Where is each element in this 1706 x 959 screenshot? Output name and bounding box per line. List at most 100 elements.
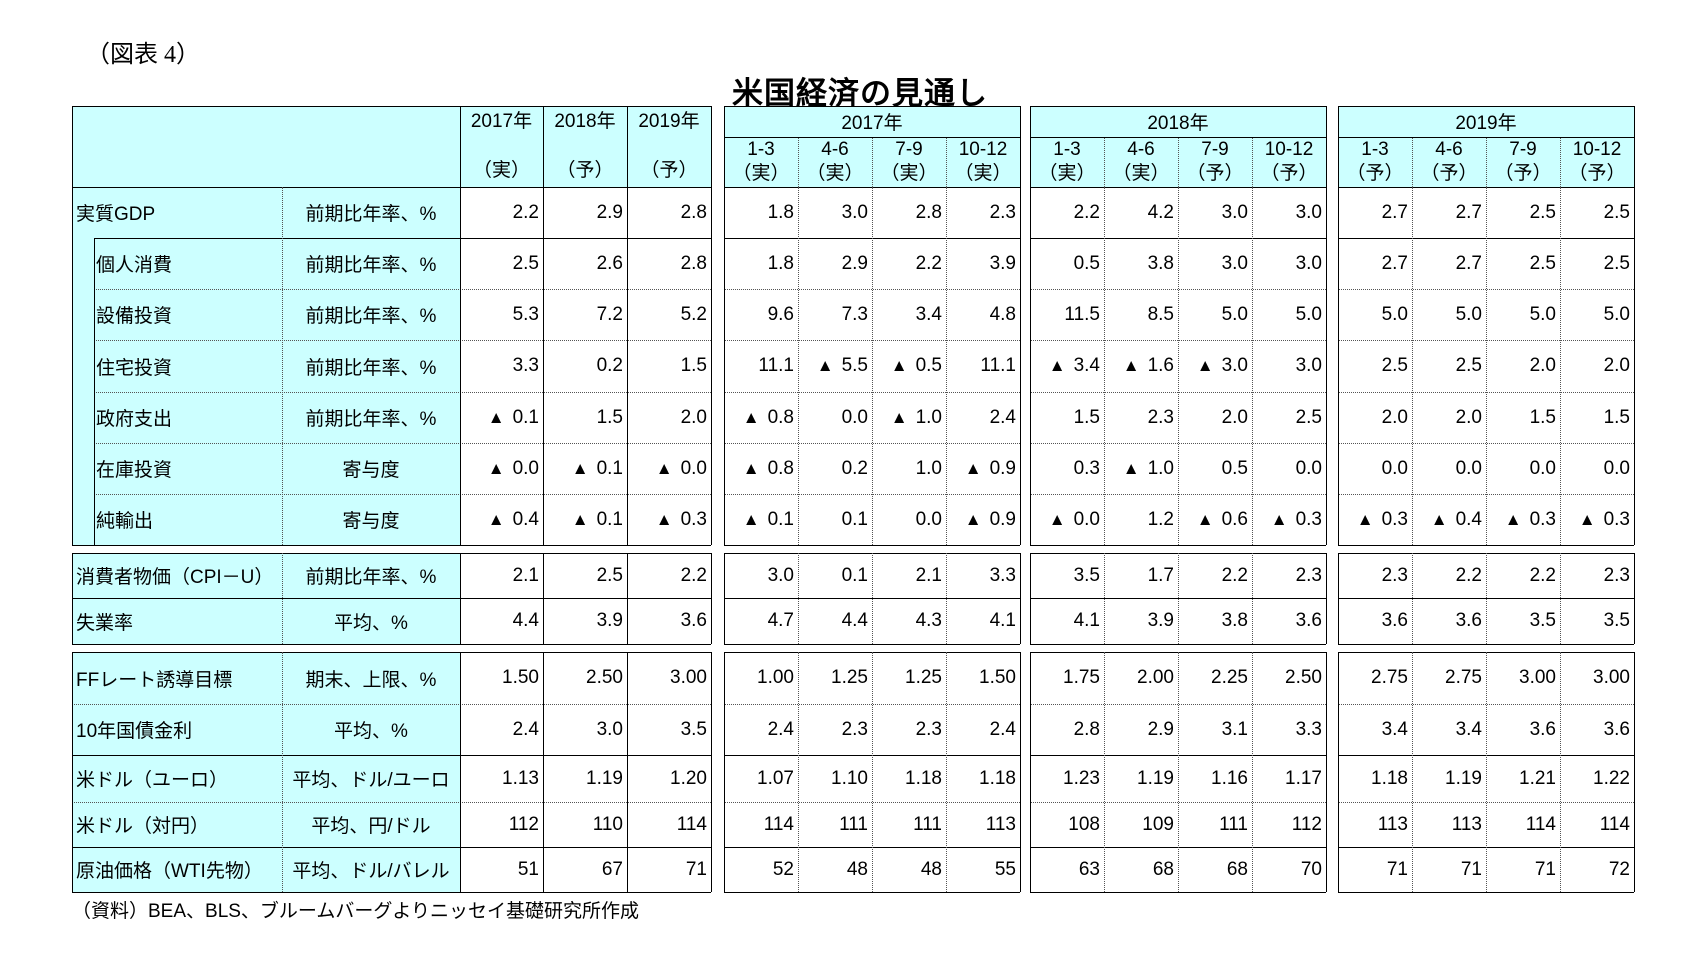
quarter-value: 2.5 <box>1412 340 1486 392</box>
cell-value: 0.5 <box>915 355 942 376</box>
negative-triangle-icon: ▲ <box>487 509 505 529</box>
column-rule <box>724 187 725 545</box>
column-rule <box>1104 553 1105 644</box>
quarter-value: 2.2 <box>1412 553 1486 598</box>
quarter-label: 4-6 <box>1435 139 1463 160</box>
quarter-value: 4.3 <box>872 598 946 644</box>
quarter-value: ▲ 1.0 <box>1104 443 1178 494</box>
quarter-value: 3.4 <box>1412 704 1486 755</box>
quarter-value: 55 <box>946 847 1020 892</box>
quarter-value: 1.5 <box>1486 392 1560 443</box>
column-rule <box>946 652 947 892</box>
column-rule <box>798 187 799 545</box>
quarter-value: 3.0 <box>724 553 798 598</box>
annual-value: 2.9 <box>543 187 627 238</box>
quarter-value: 2.5 <box>1560 238 1634 289</box>
quarter-value: 114 <box>724 802 798 847</box>
negative-triangle-icon: ▲ <box>1196 356 1214 375</box>
quarter-value: 1.21 <box>1486 755 1560 802</box>
column-rule <box>1030 652 1031 892</box>
row-rule <box>724 892 1020 893</box>
annual-value: ▲ 0.1 <box>460 392 543 443</box>
cell-value: 0.1 <box>512 406 539 428</box>
column-rule <box>460 652 461 892</box>
row-label: 個人消費 <box>72 238 282 289</box>
quarter-label: 7-9 <box>1509 139 1537 160</box>
quarter-value: 2.4 <box>724 704 798 755</box>
negative-triangle-icon: ▲ <box>1504 509 1522 529</box>
block-year-header: 2019年 <box>1338 106 1634 137</box>
row-unit: 前期比年率、% <box>282 340 460 392</box>
quarter-value: 71 <box>1412 847 1486 892</box>
quarter-value: 3.6 <box>1412 598 1486 644</box>
annual-value: 71 <box>627 847 711 892</box>
quarter-value: 3.6 <box>1486 704 1560 755</box>
column-rule <box>1326 106 1327 187</box>
annual-value: 2.5 <box>543 553 627 598</box>
year-label: 2019年 <box>638 111 700 132</box>
quarter-value: 2.00 <box>1104 652 1178 704</box>
quarter-value: 2.25 <box>1178 652 1252 704</box>
quarter-value: 63 <box>1030 847 1104 892</box>
quarter-value: 2.7 <box>1412 187 1486 238</box>
row-rule <box>72 106 711 107</box>
annual-value: 51 <box>460 847 543 892</box>
negative-triangle-icon: ▲ <box>655 458 673 478</box>
row-unit: 前期比年率、% <box>282 187 460 238</box>
quarter-label: 7-9 <box>895 139 923 160</box>
quarter-value: 1.10 <box>798 755 872 802</box>
negative-triangle-icon: ▲ <box>487 407 505 427</box>
column-rule <box>1030 187 1031 545</box>
quarter-value: 11.5 <box>1030 289 1104 340</box>
column-rule <box>1178 553 1179 644</box>
quarter-value: 0.0 <box>798 392 872 443</box>
quarter-label: 4-6 <box>1127 139 1155 160</box>
quarter-value: 0.0 <box>1338 443 1412 494</box>
row-unit: 平均、円/ドル <box>282 802 460 847</box>
row-rule <box>94 443 711 444</box>
column-rule <box>460 553 461 644</box>
quarter-header: 10-12 （実） <box>946 137 1020 187</box>
column-rule <box>627 553 628 644</box>
quarter-value: 3.0 <box>1252 340 1326 392</box>
column-rule <box>1412 137 1413 187</box>
column-rule <box>94 238 95 545</box>
annual-value: 3.5 <box>627 704 711 755</box>
annual-value: 3.3 <box>460 340 543 392</box>
quarter-header: 1-3 （実） <box>1030 137 1104 187</box>
negative-triangle-icon: ▲ <box>571 509 589 529</box>
row-unit: 期末、上限、% <box>282 652 460 704</box>
quarter-value: 1.22 <box>1560 755 1634 802</box>
column-rule <box>72 106 73 187</box>
quarter-value: 2.0 <box>1560 340 1634 392</box>
quarter-value: 5.0 <box>1178 289 1252 340</box>
negative-triangle-icon: ▲ <box>742 407 760 427</box>
row-rule <box>72 545 711 546</box>
year-label: 2018年 <box>554 111 616 132</box>
row-unit: 前期比年率、% <box>282 289 460 340</box>
quarter-value: 1.25 <box>872 652 946 704</box>
status-label: （実） <box>1112 163 1170 184</box>
quarter-value: 2.3 <box>1560 553 1634 598</box>
quarter-value: 2.7 <box>1338 187 1412 238</box>
column-rule <box>1252 137 1253 187</box>
status-label: （実） <box>1038 163 1096 184</box>
column-rule <box>1412 652 1413 892</box>
column-rule <box>1338 187 1339 545</box>
quarter-value: 4.7 <box>724 598 798 644</box>
row-label: 米ドル（ユーロ） <box>72 755 282 802</box>
column-rule <box>872 137 873 187</box>
row-rule <box>72 644 711 645</box>
negative-triangle-icon: ▲ <box>571 458 589 478</box>
quarter-value: 1.50 <box>946 652 1020 704</box>
quarter-value: 2.5 <box>1338 340 1412 392</box>
quarter-value: 4.1 <box>946 598 1020 644</box>
row-rule <box>72 755 711 756</box>
cell-value: 0.4 <box>1455 508 1482 530</box>
column-rule <box>946 137 947 187</box>
quarter-value: 2.3 <box>1104 392 1178 443</box>
column-rule <box>1020 106 1021 187</box>
column-rule <box>711 106 712 187</box>
annual-value: 2.8 <box>627 187 711 238</box>
quarter-value: 2.3 <box>946 187 1020 238</box>
